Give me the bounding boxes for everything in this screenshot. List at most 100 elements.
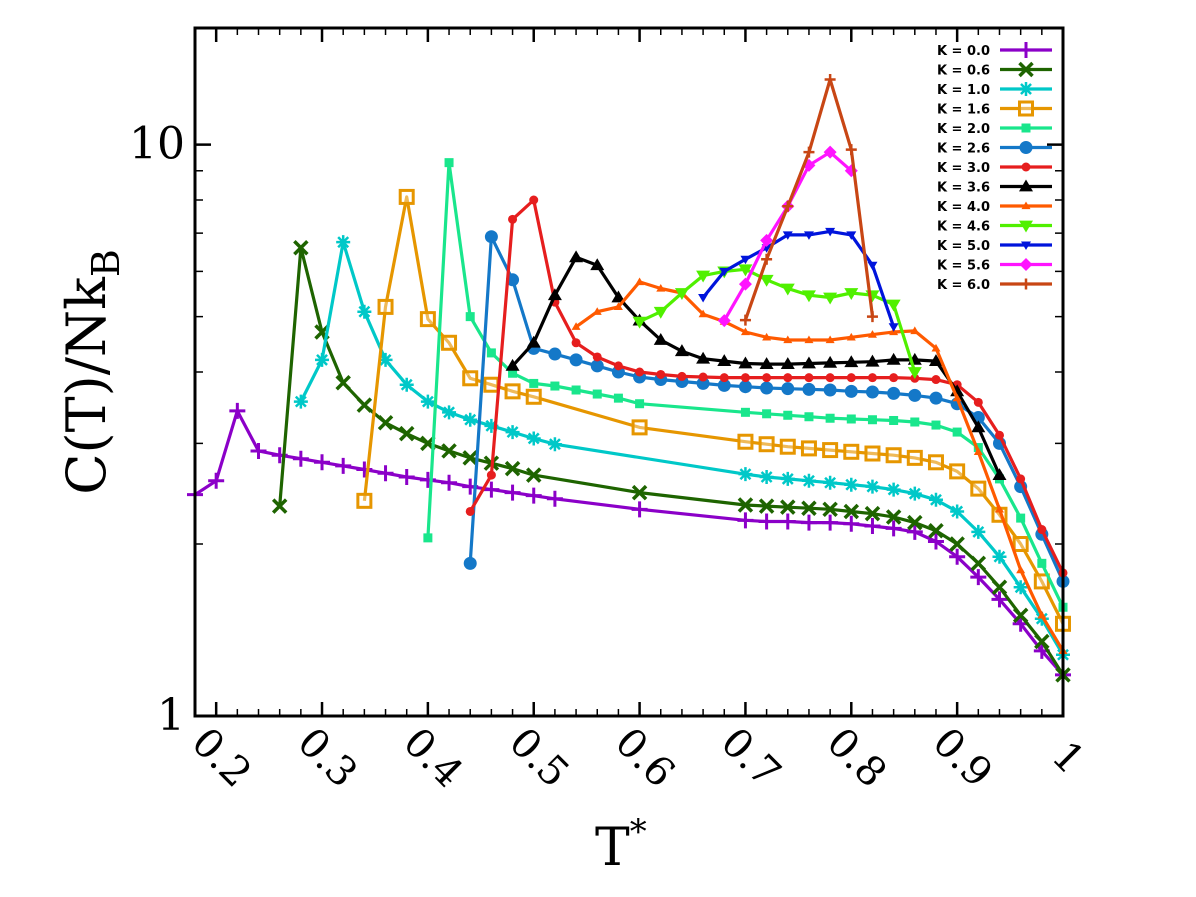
data-point [783, 410, 793, 420]
legend-entry: K = 5.0 [937, 239, 1052, 254]
data-point [804, 335, 814, 344]
data-point [569, 250, 584, 263]
data-point [843, 443, 860, 460]
data-point [970, 569, 987, 586]
data-point [867, 373, 877, 383]
data-point [864, 445, 881, 462]
series-line [701, 229, 896, 328]
data-point [762, 409, 772, 419]
data-point [800, 440, 817, 457]
data-point [928, 492, 943, 507]
data-point [335, 375, 351, 391]
data-point [1016, 474, 1026, 484]
legend-label: K = 5.0 [937, 239, 990, 254]
legend-entry: K = 2.6 [937, 141, 1052, 157]
data-point [740, 327, 750, 336]
data-point [737, 497, 754, 513]
data-point [635, 367, 645, 377]
legend-entry: K = 3.0 [937, 161, 1052, 176]
data-point [885, 447, 902, 464]
legend-entry: K = 4.6 [937, 220, 1052, 235]
data-point [208, 472, 225, 489]
data-point [822, 442, 839, 459]
data-point [738, 277, 752, 291]
data-point [378, 352, 393, 367]
data-point [758, 436, 775, 453]
data-point [864, 505, 881, 522]
data-point [1034, 611, 1049, 626]
data-point [889, 373, 899, 383]
data-point [465, 506, 475, 516]
data-point [949, 536, 965, 552]
legend-swatch-marker [1021, 201, 1031, 210]
data-point [760, 381, 774, 395]
data-point [907, 514, 923, 531]
data-point [823, 475, 838, 490]
data-point [486, 470, 496, 480]
data-point [759, 274, 774, 287]
data-point [377, 415, 394, 431]
legend-swatch-marker [1021, 123, 1031, 133]
data-point [738, 356, 753, 369]
data-point [737, 433, 754, 450]
data-point [717, 314, 731, 328]
data-point [779, 438, 796, 455]
legend-swatch-marker [1019, 220, 1033, 233]
data-point [843, 515, 860, 532]
data-point [780, 357, 795, 369]
data-point [271, 498, 288, 514]
data-point [656, 369, 666, 379]
data-point [571, 385, 581, 395]
data-point [698, 372, 708, 382]
data-point [992, 468, 1007, 481]
data-point [611, 290, 626, 303]
data-point [802, 382, 816, 396]
data-point [613, 361, 623, 371]
data-point [740, 373, 750, 383]
legend-swatch-marker [1018, 42, 1034, 58]
data-point [613, 393, 623, 403]
data-point [994, 430, 1004, 440]
data-point [529, 378, 539, 388]
data-point [846, 414, 856, 424]
legend-entry: K = 4.0 [937, 200, 1052, 215]
data-point [592, 389, 602, 399]
data-point [888, 323, 899, 332]
data-point [908, 388, 922, 402]
data-point [866, 311, 878, 323]
data-point [864, 518, 881, 535]
legend-swatch-marker [1019, 179, 1033, 192]
data-point [315, 352, 330, 367]
data-point [762, 332, 772, 341]
legend-entry: K = 0.6 [937, 61, 1052, 79]
data-point [377, 465, 394, 482]
y-axis-title: C(T)/NkB [55, 249, 128, 495]
legend-label: K = 3.6 [937, 181, 990, 196]
data-point [484, 418, 499, 433]
data-point [292, 450, 309, 467]
data-point [504, 383, 521, 400]
legend-swatch-marker [1019, 82, 1033, 96]
data-point [762, 373, 772, 383]
data-point [677, 371, 687, 381]
data-point [698, 294, 709, 303]
data-point [419, 311, 436, 328]
data-point [780, 283, 795, 296]
data-point [674, 288, 689, 300]
data-point [719, 373, 729, 383]
legend-label: K = 0.6 [937, 64, 990, 79]
data-point [846, 231, 857, 240]
data-point [822, 501, 838, 518]
data-point [973, 397, 983, 407]
data-point [462, 370, 479, 387]
legend-label: K = 1.0 [937, 83, 990, 98]
legend-label: K = 3.0 [937, 161, 990, 176]
data-point [508, 214, 518, 224]
data-point [696, 270, 711, 283]
data-point [674, 344, 689, 357]
data-point [613, 302, 623, 311]
data-point [592, 352, 602, 362]
data-point [656, 284, 666, 292]
ticks-layer [194, 28, 1065, 718]
